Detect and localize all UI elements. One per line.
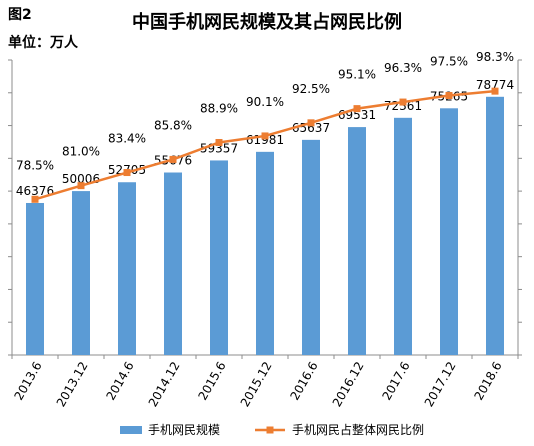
ratio-marker (445, 92, 453, 100)
x-tick-label: 2017.12 (422, 359, 459, 409)
legend-line-label: 手机网民占整体网民比例 (292, 422, 424, 437)
ratio-label: 81.0% (62, 145, 100, 159)
x-tick-label: 2018.6 (472, 359, 505, 402)
legend-bar-swatch (120, 426, 142, 434)
bar-2014.12 (164, 172, 182, 355)
ratio-marker (169, 155, 177, 163)
ratio-label: 90.1% (246, 95, 284, 109)
x-tick-label: 2013.6 (12, 359, 45, 402)
bar-2015.12 (256, 151, 274, 355)
ratio-label: 78.5% (16, 158, 54, 172)
bar-2015.6 (210, 160, 228, 355)
x-tick-label: 2015.6 (196, 359, 229, 402)
ratio-marker (307, 119, 315, 127)
bar-label: 78774 (476, 78, 514, 92)
ratio-marker (261, 132, 269, 140)
ratio-label: 88.9% (200, 101, 238, 115)
ratio-label: 85.8% (154, 118, 192, 132)
ratio-marker (491, 87, 499, 95)
x-tick-label: 2014.6 (104, 359, 137, 402)
ratio-marker (31, 195, 39, 203)
legend-line-marker (266, 426, 274, 434)
legend-bar-label: 手机网民规模 (148, 422, 220, 437)
bar-2013.12 (72, 191, 90, 355)
ratio-marker (215, 138, 223, 146)
unit-label: 单位：万人 (8, 35, 78, 51)
ratio-label: 95.1% (338, 68, 376, 82)
ratio-label: 98.3% (476, 50, 514, 64)
bar-2016.6 (302, 139, 320, 355)
ratio-marker (77, 182, 85, 190)
line-labels: 78.5% 81.0% 83.4% 85.8% 88.9% 90.1% 92.5% 95.1%… (16, 50, 514, 172)
x-tick-label: 2016.12 (330, 359, 367, 409)
ratio-label: 96.3% (384, 61, 422, 75)
chart-title: 中国手机网民规模及其占网民比例 (132, 12, 402, 33)
chart-axes (8, 59, 522, 359)
ratio-label: 92.5% (292, 82, 330, 96)
line-series (31, 87, 499, 203)
x-tick-label: 2013.12 (54, 359, 91, 409)
ratio-marker (353, 105, 361, 113)
bar-2018.6 (486, 96, 504, 356)
bar-2014.6 (118, 182, 136, 355)
bar-2017.12 (440, 108, 458, 355)
x-tick-label: 2014.12 (146, 359, 183, 409)
bar-2013.6 (26, 202, 44, 355)
x-tick-label: 2016.6 (288, 359, 321, 402)
legend: 手机网民规模 手机网民占整体网民比例 (120, 422, 424, 437)
x-tick-labels: 2013.6 2013.12 2014.6 2014.12 2015.6 2015.12 2… (12, 359, 505, 409)
ratio-label: 83.4% (108, 132, 146, 146)
bar-series (26, 96, 504, 356)
x-tick-label: 2015.12 (238, 359, 275, 409)
ratio-label: 97.5% (430, 55, 468, 69)
ratio-marker (123, 169, 131, 177)
bar-2016.12 (348, 127, 366, 355)
ratio-marker (399, 98, 407, 106)
bar-2017.6 (394, 117, 412, 356)
bar-label: 46376 (16, 184, 54, 198)
figure-label: 图2 (8, 7, 32, 23)
x-tick-label: 2017.6 (380, 359, 413, 402)
